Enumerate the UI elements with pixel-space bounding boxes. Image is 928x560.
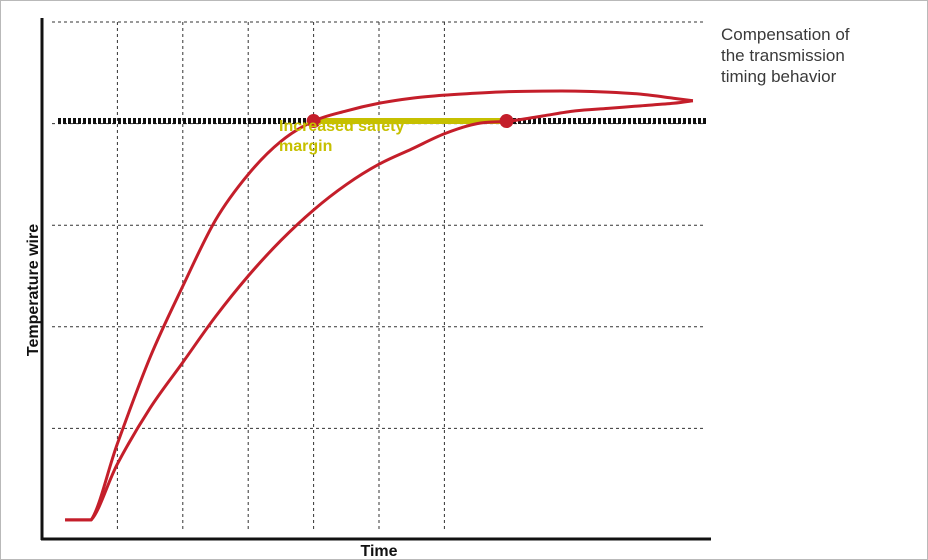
- curve-compensated: [65, 89, 694, 522]
- curve-uncompensated: [65, 99, 694, 522]
- caption-line-2: the transmission: [721, 46, 845, 65]
- grid: [52, 21, 706, 530]
- threshold-crossing-compensated: [306, 114, 321, 129]
- caption-line-3: timing behavior: [721, 67, 837, 86]
- y-axis-title: Temperature wire: [25, 224, 42, 356]
- x-axis-title: Time: [360, 543, 397, 560]
- caption: Compensation of the transmission timing …: [721, 24, 911, 87]
- caption-line-1: Compensation of: [721, 25, 850, 44]
- safety-margin-label-line-2: margin: [279, 138, 332, 155]
- threshold-crossing-uncompensated: [499, 114, 514, 129]
- safety-margin-label-line-1: Increased safety: [279, 118, 405, 135]
- safety-margin-label: Increased safety margin: [279, 118, 409, 155]
